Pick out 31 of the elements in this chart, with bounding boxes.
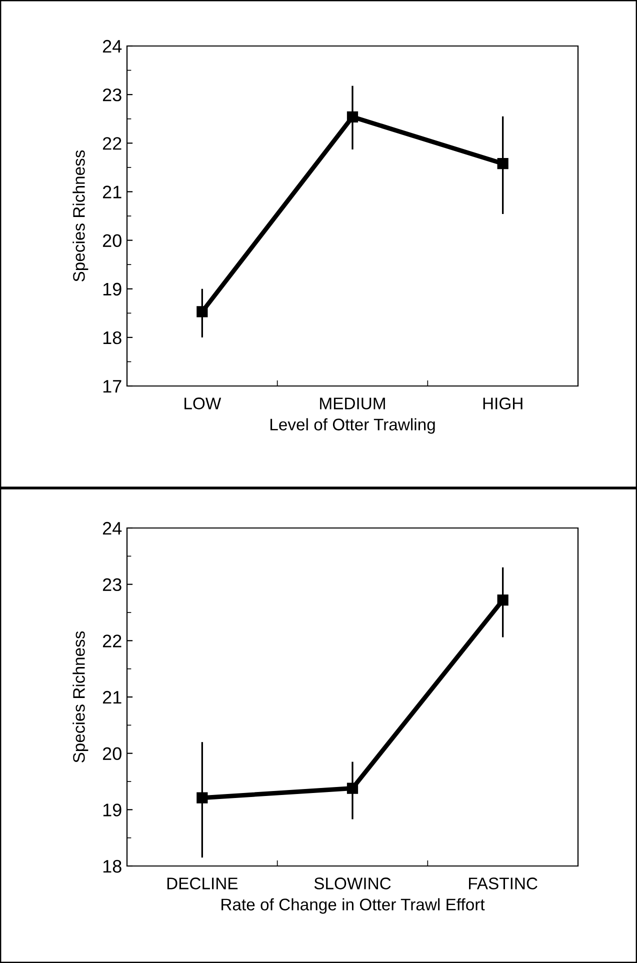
x-tick-label: MEDIUM [320,398,385,410]
point [196,306,208,318]
y-tick-label: 23 [102,88,122,102]
x-axis-title: Rate of Change in Otter Trawl Effort [222,898,485,914]
point [497,594,508,606]
y-tick-label: 21 [102,690,122,704]
y-tick-label: 20 [102,234,122,248]
y-tick-label: 22 [102,634,122,648]
point [196,792,208,804]
x-tick-label: DECLINE [167,878,238,890]
y-tick-label: 19 [103,804,122,816]
y-tick-label: 24 [102,40,122,53]
point [346,782,358,794]
x-tick-label: SLOWINC [314,878,391,890]
y-tick-label: 21 [102,186,122,198]
point [497,158,508,170]
point [346,111,358,122]
y-tick-label: 22 [102,137,122,150]
y-axis-title: Species Richness [72,150,88,282]
y-axis-title: Species Richness [72,631,88,762]
y-tick-label: 17 [103,380,122,393]
y-tick-label: 19 [103,282,122,296]
x-tick-label: FASTINC [469,878,538,890]
x-tick-label: HIGH [483,398,522,410]
y-tick-label: 20 [102,747,122,760]
x-axis-title: Level of Otter Trawling [270,418,435,434]
y-tick-label: 23 [102,578,122,592]
y-tick-label: 18 [103,860,122,873]
y-tick-label: 24 [102,522,122,535]
y-tick-label: 18 [103,331,122,344]
x-tick-label: LOW [184,398,222,410]
